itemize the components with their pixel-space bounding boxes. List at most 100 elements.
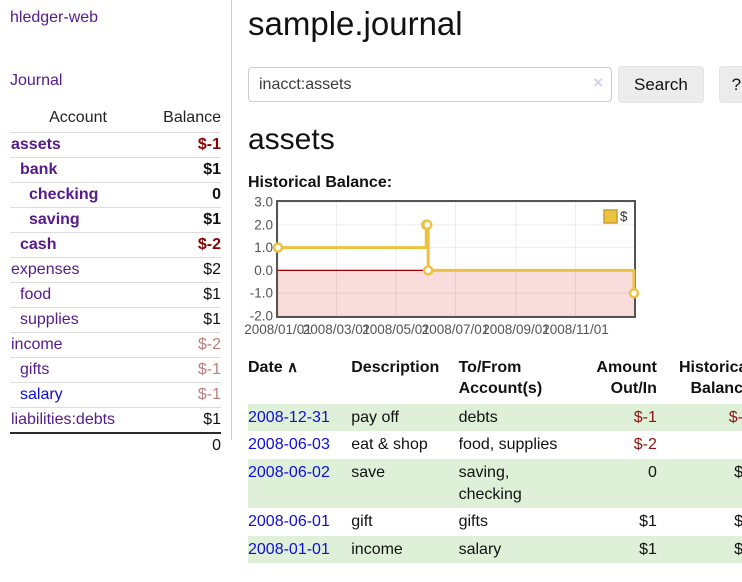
register-header-accounts: To/From Account(s): [458, 359, 543, 398]
x-tick-label: 2008/11/01: [542, 322, 609, 337]
account-link[interactable]: gifts: [20, 361, 50, 378]
transaction-date-link[interactable]: 2008-06-02: [248, 464, 330, 482]
account-balance: $1: [146, 157, 221, 183]
transaction-description: eat & shop: [351, 436, 428, 454]
transaction-description: pay off: [351, 408, 399, 426]
accounts-header-row: Account Balance: [10, 105, 221, 133]
account-balance: $2: [146, 257, 221, 283]
account-balance: $-1: [146, 357, 221, 383]
main-content: sample.journal × Search ? assets Histori…: [232, 0, 742, 564]
search-input-wrap: ×: [248, 67, 612, 103]
date-header-label: Date: [248, 359, 283, 377]
register-row: 2008-12-31 pay off debts $-1 $-1: [248, 403, 742, 432]
sort-ascending-icon: ∧: [287, 359, 299, 377]
transaction-balance: $1: [734, 540, 742, 558]
transaction-amount: $-2: [633, 436, 657, 454]
register-row: 2008-06-01 gift gifts $1 $2: [248, 508, 742, 536]
transaction-date-link[interactable]: 2008-06-01: [248, 513, 330, 531]
account-row: salary $-1: [10, 382, 221, 408]
account-row: cash $-2: [10, 232, 221, 258]
register-header-row: Date ∧ Description To/From Account(s) Am…: [248, 356, 742, 404]
account-balance: $1: [146, 407, 221, 433]
transaction-description: income: [351, 540, 403, 558]
y-tick-label: 3.0: [254, 195, 273, 210]
account-link[interactable]: liabilities:debts: [11, 411, 116, 428]
sidebar: hledger-web Journal Account Balance asse…: [0, 0, 232, 458]
account-balance: $-2: [146, 332, 221, 358]
legend-label: $: [620, 209, 628, 224]
legend-swatch: [603, 209, 618, 225]
transaction-description: gift: [351, 513, 373, 531]
app-title-link[interactable]: hledger-web: [10, 9, 99, 26]
transaction-accounts: debts: [458, 408, 498, 426]
account-row: income $-2: [10, 332, 221, 358]
data-point-marker: [421, 219, 433, 231]
account-link[interactable]: cash: [20, 236, 57, 253]
account-row: liabilities:debts $1: [10, 407, 221, 433]
transaction-accounts: salary: [458, 540, 502, 558]
account-row: bank $1: [10, 157, 221, 183]
transaction-balance: $2: [734, 513, 742, 531]
account-balance: $1: [146, 307, 221, 333]
account-row: expenses $2: [10, 257, 221, 283]
transaction-amount: $-1: [633, 408, 657, 426]
account-row: food $1: [10, 282, 221, 308]
register-row: 2008-01-01 income salary $1 $1: [248, 535, 742, 564]
account-balance: $-2: [146, 232, 221, 258]
search-input[interactable]: [248, 67, 612, 103]
y-tick-label: 1.0: [254, 240, 273, 255]
transaction-balance: $-1: [728, 408, 742, 426]
account-link[interactable]: salary: [20, 386, 63, 403]
account-link[interactable]: income: [11, 336, 63, 353]
transaction-accounts: saving, checking: [458, 464, 522, 503]
account-balance: $1: [146, 207, 221, 233]
transaction-accounts: gifts: [458, 513, 488, 531]
register-table: Date ∧ Description To/From Account(s) Am…: [248, 356, 742, 564]
x-tick-label: 2008/05/01: [362, 322, 430, 337]
register-header-amount: Amount Out/In: [596, 359, 657, 398]
search-button[interactable]: Search: [618, 66, 704, 104]
clear-search-icon[interactable]: ×: [593, 73, 603, 93]
account-link[interactable]: food: [20, 286, 52, 303]
transaction-amount: $1: [639, 513, 657, 531]
register-header-balance: Historical Balance: [678, 359, 742, 398]
account-link[interactable]: checking: [29, 186, 99, 203]
accounts-total-row: 0: [10, 432, 221, 458]
register-row: 2008-06-03 eat & shop food, supplies $-20: [248, 431, 742, 459]
accounts-header-balance: Balance: [163, 109, 221, 126]
data-point-marker: [272, 242, 284, 254]
x-tick-label: 2008/07/01: [422, 322, 490, 337]
account-heading: assets: [248, 123, 335, 157]
transaction-accounts: food, supplies: [458, 436, 558, 454]
account-row: gifts $-1: [10, 357, 221, 383]
transaction-date-link[interactable]: 2008-12-31: [248, 408, 330, 426]
y-tick-label: -1.0: [250, 286, 273, 301]
transaction-amount: $1: [639, 540, 657, 558]
account-link[interactable]: supplies: [20, 311, 79, 328]
transaction-balance: 0: [659, 431, 742, 459]
register-header-description: Description: [351, 359, 440, 377]
account-link[interactable]: bank: [20, 161, 58, 178]
account-row: assets $-1: [10, 132, 221, 158]
y-tick-label: 0.0: [254, 263, 273, 278]
account-link[interactable]: assets: [11, 136, 61, 153]
transaction-date-link[interactable]: 2008-01-01: [248, 540, 330, 558]
account-balance: $-1: [146, 382, 221, 408]
data-point-marker: [628, 288, 640, 299]
register-header-date[interactable]: Date ∧: [248, 356, 351, 404]
register-row: 2008-06-02 save saving, checking 0 $2: [248, 459, 742, 509]
accounts-table: Account Balance assets $-1 bank $1 checking 0…: [10, 105, 221, 458]
sidebar-item-journal[interactable]: Journal: [10, 72, 63, 89]
search-bar: × Search ?: [248, 66, 742, 104]
y-tick-label: 2.0: [254, 218, 273, 233]
account-balance: $-1: [146, 132, 221, 158]
transaction-amount: 0: [647, 464, 657, 482]
account-balance: 0: [146, 182, 221, 208]
page: hledger-web Journal Account Balance asse…: [0, 0, 742, 564]
account-link[interactable]: saving: [29, 211, 80, 228]
transaction-description: save: [351, 464, 386, 482]
transaction-date-link[interactable]: 2008-06-03: [248, 436, 330, 454]
account-link[interactable]: expenses: [11, 261, 80, 278]
account-balance: $1: [146, 282, 221, 308]
help-button[interactable]: ?: [718, 66, 742, 104]
